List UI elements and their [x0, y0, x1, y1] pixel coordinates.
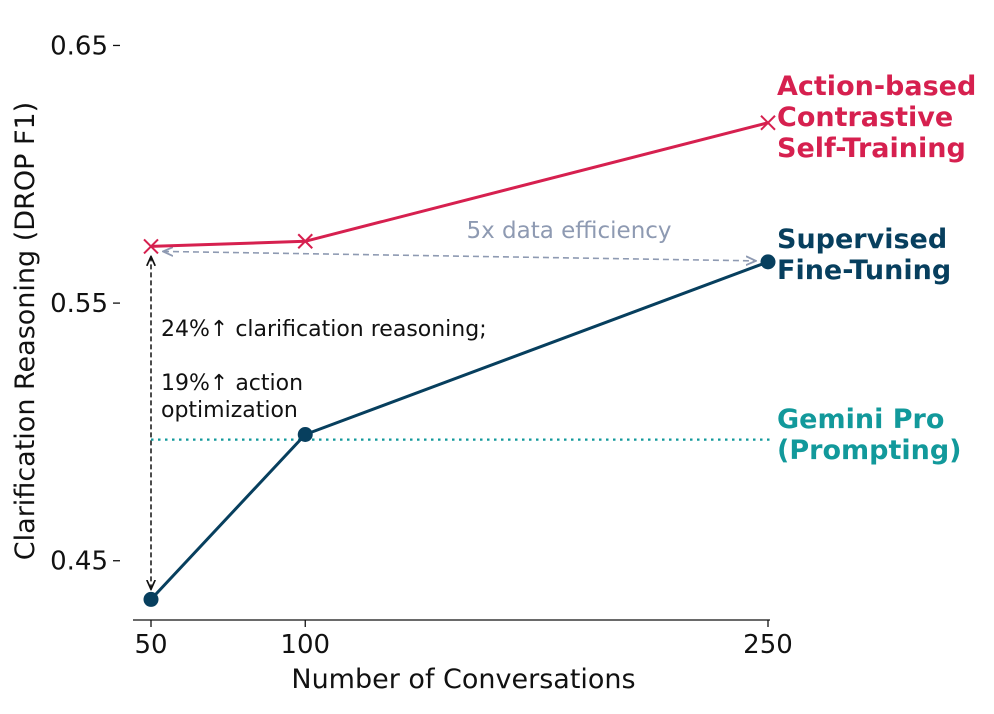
- point-action-based: [143, 238, 159, 255]
- x-tick-label: 250: [743, 630, 793, 660]
- improvement-label: 24%↑ clarification reasoning;: [161, 317, 487, 342]
- x-tick-label: 50: [134, 630, 167, 660]
- efficiency-arrow: [163, 251, 756, 260]
- series-label-action-based: Contrastive: [777, 102, 953, 133]
- y-axis-title: Clarification Reasoning (DROP F1): [10, 102, 41, 560]
- x-tick-label: 100: [280, 630, 330, 660]
- series-line-supervised: [149, 260, 769, 601]
- series-label-supervised: Fine-Tuning: [777, 255, 951, 286]
- point-supervised: [143, 591, 159, 607]
- series-layer: [143, 115, 776, 607]
- series-label-action-based: Self-Training: [777, 133, 966, 164]
- marker-stroke: [297, 233, 313, 249]
- series-label-supervised: Supervised: [777, 224, 947, 255]
- annotations: 5x data efficiency 24%↑ clarification rea…: [151, 218, 756, 589]
- y-tick-label: 0.65: [50, 31, 108, 61]
- efficiency-label: 5x data efficiency: [466, 218, 671, 244]
- point-action-based: [297, 233, 313, 249]
- series-label-gemini-pro: (Prompting): [777, 435, 962, 466]
- series-label-gemini-pro: Gemini Pro: [777, 404, 944, 435]
- series-label-action-based: Action-based: [777, 71, 976, 102]
- marker-stroke: [760, 115, 776, 131]
- point-supervised: [760, 254, 776, 270]
- improvement-label: 19%↑ action: [161, 371, 303, 396]
- marker-stroke: [143, 238, 159, 255]
- y-tick-label: 0.45: [50, 547, 108, 577]
- point-supervised: [297, 426, 313, 442]
- point-action-based: [760, 115, 776, 131]
- y-tick-label: 0.55: [50, 289, 108, 319]
- x-axis-title: Number of Conversations: [291, 664, 635, 695]
- improvement-label: optimization: [161, 398, 298, 423]
- series-line-action-based: [150, 121, 769, 248]
- axes: 50 100 250 0.45 0.55 0.65 Number of Conversati…: [10, 31, 793, 695]
